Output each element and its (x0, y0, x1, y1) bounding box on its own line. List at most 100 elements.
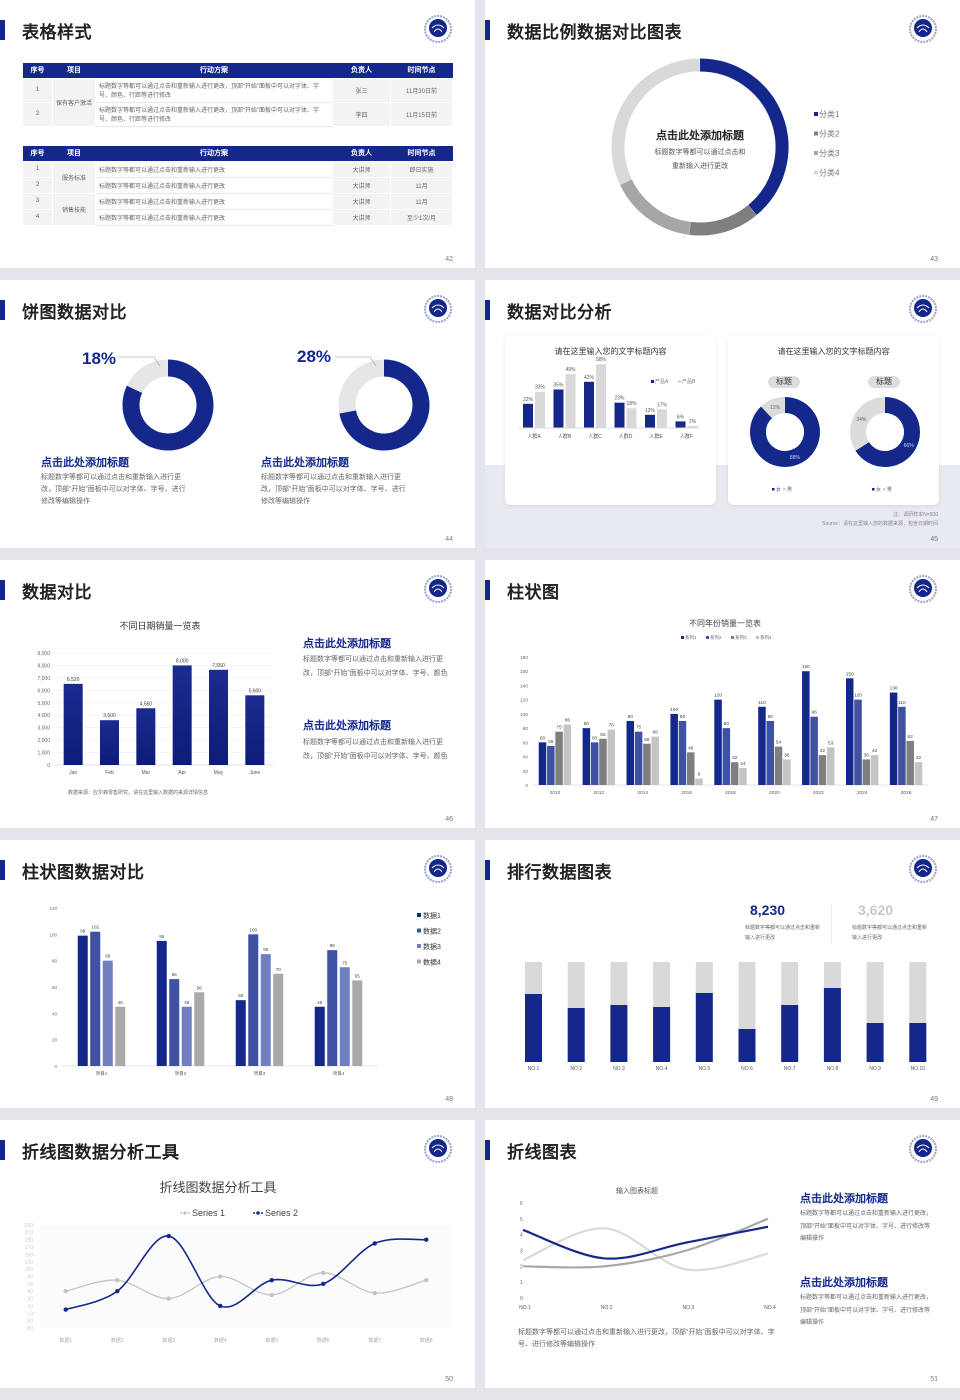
data-label: 33% (535, 385, 546, 391)
y-tick-label: 160 (520, 669, 528, 675)
donut-slice (761, 397, 786, 419)
bar (547, 745, 555, 785)
y-tick-label: 90 (27, 1275, 33, 1281)
category-label: 2024 (857, 790, 868, 796)
title-accent (0, 860, 5, 880)
y-tick-label: 210 (25, 1230, 34, 1236)
data-label: 22% (523, 397, 534, 403)
data-label: 42 (820, 748, 826, 754)
bar (730, 762, 739, 785)
data-label: 110 (758, 700, 766, 706)
table-row: 3 销售技能 标题数字等都可以通过点击和重新输入进行更改 大讲师 11月 (22, 192, 453, 226)
data-label: 9 (698, 772, 701, 778)
chart-title: 折线图数据分析工具 (159, 1180, 276, 1195)
category-label: 数据8 (420, 1337, 433, 1344)
bar (555, 731, 563, 785)
y-tick-label: 0 (54, 1064, 57, 1069)
bar-chart: 0 20 40 60 80 100 120 99 102 80 45 项目1 95 66 45 56 项目2 50… (49, 906, 441, 1077)
data-label: 88 (330, 943, 336, 948)
divider (831, 904, 832, 944)
charts: 22%33%人群A35%49%人群B42%58%人群C23%18%人群D12%1… (519, 357, 920, 493)
stat-text: 标题数字等都可以通过点击和重新输入进行更改 (852, 925, 928, 941)
category-label: NO.1 (528, 1066, 540, 1072)
legend-swatch (883, 488, 886, 491)
bar (584, 381, 594, 428)
bar (714, 699, 722, 785)
legend-label: 产品B (682, 378, 696, 385)
data-label: 46 (688, 745, 694, 751)
slide-43: 数据比例数据对比图表 43 分类1 分类2 分类3 分类4 点击此处添加标题 标题数字… (485, 0, 960, 268)
y-tick-label: 8,000 (37, 663, 50, 669)
category-label: 项目4 (333, 1071, 345, 1077)
cell: 至少1次/月 (390, 208, 453, 226)
data-label: 5,600 (249, 688, 262, 694)
page-number: 50 (445, 1376, 453, 1383)
bar (766, 721, 774, 785)
bar (678, 721, 687, 785)
data-label: 45 (317, 1000, 323, 1005)
card-title: 请在这里输入您的文字标题内容 (777, 347, 890, 356)
header-cell: 序号 (22, 146, 53, 161)
slide-title: 柱状图 (507, 583, 560, 602)
bar (102, 960, 113, 1066)
legend-label: 数据2 (423, 927, 441, 936)
slide-51: 折线图表 输入图表标题 0 1 2 3 4 5 6 NO.1 NO.2 NO.3 NO.4 标题数字等… (485, 1120, 960, 1388)
data-label: 49% (565, 367, 576, 373)
legend-label: 系列2 (710, 634, 722, 641)
y-tick-label: 230 (25, 1223, 34, 1229)
block-body: 标题数字等都可以通过点击和重新输入进行更改，顶部“开始”面板中可以对字体、字号、… (800, 1295, 933, 1326)
category-label: 数据6 (317, 1337, 330, 1344)
bar (634, 731, 643, 785)
block-heading: 点击此处添加标题 (800, 1277, 888, 1289)
category-label: NO.8 (827, 1066, 839, 1072)
category-label: NO.4 (764, 1305, 776, 1311)
data-label: 12% (645, 408, 656, 414)
category-label: 项目1 (96, 1071, 108, 1077)
bar (626, 721, 635, 785)
category-label: NO.3 (682, 1305, 694, 1311)
y-tick-label: 0 (47, 763, 50, 769)
data-label: 95 (159, 934, 165, 939)
bar (614, 402, 625, 428)
y-tick-label: 30 (27, 1297, 33, 1303)
category-label: 2022 (813, 790, 824, 796)
donut-slice (750, 397, 820, 467)
data-point (372, 1241, 377, 1246)
data-label: 32 (732, 755, 738, 761)
bar (783, 759, 791, 785)
legend-label: 系列4 (760, 634, 772, 641)
legend-swatch (651, 380, 654, 383)
legend-label: Series 1 (192, 1208, 225, 1218)
title-accent (485, 1140, 490, 1160)
y-tick-label: 20 (523, 769, 529, 775)
bar (115, 1006, 126, 1066)
bar (826, 747, 835, 785)
slide-46: 数据对比 不同日期销量一览表 0 1,000 2,000 3,000 4,000 5,000… (0, 560, 475, 828)
y-tick-label: 1,000 (37, 751, 50, 757)
legend-label: 数据3 (423, 942, 441, 951)
y-tick-label: 4 (520, 1233, 523, 1239)
cell: 即日实施 (390, 160, 453, 178)
y-tick-label: 5,000 (37, 701, 50, 707)
legend-label: 男 (787, 487, 792, 493)
block-body: 标题数字等都可以通过点击和重新输入进行更改，顶部“开始”面板中可以对字体、字号、… (303, 656, 448, 677)
data-label: 102 (91, 925, 99, 930)
data-label: 120 (714, 693, 722, 699)
tag-label: 标题 (768, 376, 800, 388)
donut-slice (126, 359, 169, 394)
data-point (63, 1289, 68, 1294)
series-line (522, 1227, 769, 1272)
leader-line (335, 356, 377, 367)
legend-swatch (681, 636, 684, 639)
page-number: 48 (445, 1096, 453, 1103)
y-tick-label: 6,000 (37, 688, 50, 694)
data-label: 90 (628, 714, 634, 720)
category-label: 数据2 (111, 1337, 124, 1344)
donut-chart: 分类1 分类2 分类3 分类4 (611, 58, 840, 236)
emblem-globe-icon (424, 575, 452, 603)
action-table-2: 序号 项目 行动方案 负责人 时间节点 1 服务标准 标题数字等都可以通过点击和重新输入进行… (22, 146, 453, 226)
data-label: 23% (614, 396, 625, 402)
bar (525, 994, 542, 1062)
data-label: 78 (609, 723, 615, 729)
bar (582, 728, 591, 785)
